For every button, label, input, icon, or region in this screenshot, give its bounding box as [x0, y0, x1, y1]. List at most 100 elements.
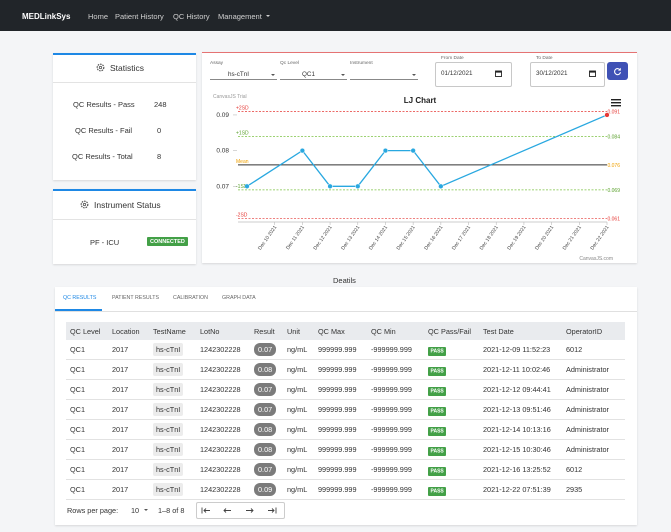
brand[interactable]: MEDLinkSys [22, 12, 70, 21]
table-cell: 999999.999 [314, 380, 367, 400]
table-cell: -999999.999 [367, 420, 424, 440]
reference-value: 0.076 [607, 163, 620, 169]
next-page-button[interactable] [246, 509, 253, 513]
x-tick-label: Dec 16 2021 [423, 225, 444, 252]
table-cell: Administrator [562, 360, 625, 380]
nav-link[interactable]: Management [218, 12, 262, 21]
table-cell: Administrator [562, 440, 625, 460]
data-point [438, 184, 443, 189]
result-chip: 0.07 [254, 343, 276, 356]
table-cell: QC1 [66, 400, 108, 420]
test-chip: hs-cTnI [153, 463, 183, 476]
table-cell: 1242302228 [196, 420, 250, 440]
nav-link[interactable]: QC History [173, 12, 210, 21]
rows-per-page-label: Rows per page: [67, 506, 118, 515]
table-cell: 2021-12-12 09:44:41 [479, 380, 562, 400]
reference-value: 0.061 [607, 216, 620, 222]
table-cell: ng/mL [283, 360, 314, 380]
table-cell: 0.08 [250, 420, 283, 440]
table-cell: PASS [424, 440, 479, 460]
table-cell: QC1 [66, 380, 108, 400]
test-chip: hs-cTnI [153, 403, 183, 416]
table-cell: 2021-12-15 10:30:46 [479, 440, 562, 460]
tab[interactable]: QC RESULTS [63, 295, 96, 301]
table-cell: 0.07 [250, 340, 283, 360]
gear-icon [96, 63, 105, 72]
table-cell: QC1 [66, 460, 108, 480]
x-tick-label: Dec 13 2021 [340, 225, 361, 252]
x-tick-label: Dec 17 2021 [451, 225, 472, 252]
dropdown-caret [266, 15, 270, 17]
pass-badge: PASS [428, 407, 446, 416]
chart-menu[interactable] [611, 99, 621, 106]
result-chip: 0.07 [254, 383, 276, 396]
column-header: QC Max [314, 322, 367, 340]
tab[interactable]: PATIENT RESULTS [112, 295, 159, 301]
active-tab-indicator [55, 309, 102, 311]
table-cell: 2935 [562, 480, 625, 500]
reference-label: Mean [236, 159, 249, 165]
table-cell: hs-cTnI [149, 400, 196, 420]
table-cell: 999999.999 [314, 400, 367, 420]
x-tick-label: Dec 11 2021 [285, 225, 306, 252]
table-cell: ng/mL [283, 380, 314, 400]
x-tick-label: Dec 22 2021 [589, 225, 610, 252]
table-cell: 2017 [108, 380, 149, 400]
reference-label: +1SD [236, 130, 249, 136]
table-cell: 2021-12-11 10:02:46 [479, 360, 562, 380]
table-cell: PASS [424, 340, 479, 360]
table-row: QC12017hs-cTnI12423022280.07ng/mL999999.… [66, 460, 625, 480]
table-row: QC12017hs-cTnI12423022280.08ng/mL999999.… [66, 420, 625, 440]
credit: CanvasJS.com [579, 256, 613, 262]
column-header: QC Min [367, 322, 424, 340]
table-cell: 2021-12-13 09:51:46 [479, 400, 562, 420]
table-cell: hs-cTnI [149, 440, 196, 460]
x-tick-label: Dec 20 2021 [534, 225, 555, 252]
x-tick-label: Dec 21 2021 [562, 225, 583, 252]
prev-page-button[interactable] [224, 509, 231, 513]
test-chip: hs-cTnI [153, 483, 183, 496]
table-cell: 2017 [108, 360, 149, 380]
table-cell: 999999.999 [314, 340, 367, 360]
table-cell: 2021-12-22 07:51:39 [479, 480, 562, 500]
table-row: QC12017hs-cTnI12423022280.07ng/mL999999.… [66, 380, 625, 400]
y-tick-label: 0.09 [216, 112, 229, 119]
nav-link[interactable]: Home [88, 12, 108, 21]
result-chip: 0.07 [254, 403, 276, 416]
chart-layer: CanvasJS Trial LJ Chart CanvasJS.com 0.0… [213, 94, 621, 262]
tab[interactable]: CALIBRATION [173, 295, 208, 301]
table-cell: QC1 [66, 440, 108, 460]
column-header: LotNo [196, 322, 250, 340]
table-cell: ng/mL [283, 340, 314, 360]
first-page-button[interactable] [202, 508, 210, 514]
tab[interactable]: GRAPH DATA [222, 295, 256, 301]
table-cell: -999999.999 [367, 340, 424, 360]
pager-icons [197, 503, 283, 518]
table-cell: -999999.999 [367, 480, 424, 500]
table-cell: ng/mL [283, 420, 314, 440]
data-point [300, 148, 305, 153]
table-cell: hs-cTnI [149, 420, 196, 440]
status-badge: CONNECTED [147, 237, 188, 246]
test-chip: hs-cTnI [153, 343, 183, 356]
column-header: TestName [149, 322, 196, 340]
chart-title: LJ Chart [404, 96, 437, 105]
last-page-button[interactable] [268, 508, 276, 514]
y-tick-label: 0.08 [216, 148, 229, 155]
result-chip: 0.08 [254, 443, 276, 456]
data-point [328, 184, 333, 189]
x-tick-label: Dec 10 2021 [257, 225, 278, 252]
table-cell: hs-cTnI [149, 460, 196, 480]
table-cell: ng/mL [283, 400, 314, 420]
instrument-name: PF - ICU [90, 238, 119, 247]
table-cell: ng/mL [283, 440, 314, 460]
rows-per-page-select[interactable]: 10 [131, 506, 139, 515]
stat-label: QC Results - Fail [75, 126, 132, 135]
stat-label: QC Results - Total [72, 152, 133, 161]
stat-value: 8 [157, 152, 161, 161]
x-tick-label: Dec 14 2021 [368, 225, 389, 252]
column-header: Result [250, 322, 283, 340]
x-tick-label: Dec 19 2021 [506, 225, 527, 252]
nav-link[interactable]: Patient History [115, 12, 164, 21]
header-row: QC LevelLocationTestNameLotNoResultUnitQ… [66, 322, 625, 340]
